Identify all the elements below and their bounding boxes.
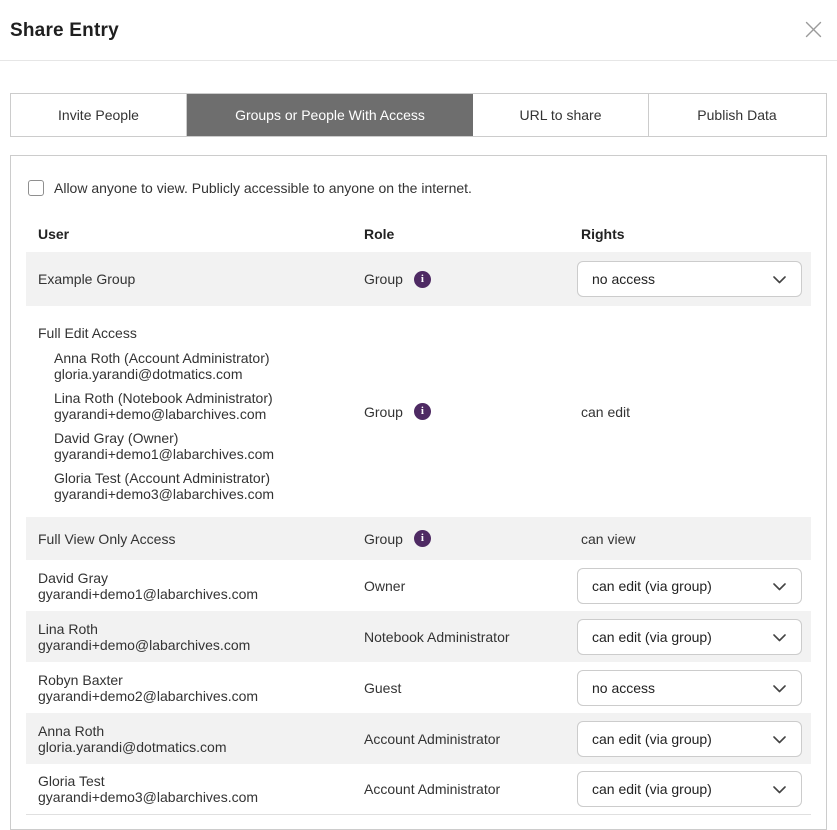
table-row: Gloria Test gyarandi+demo3@labarchives.c… bbox=[26, 764, 811, 815]
group-member: Gloria Test (Account Administrator) gyar… bbox=[54, 470, 356, 502]
user-email: gyarandi+demo3@labarchives.com bbox=[38, 789, 259, 805]
member-email: gyarandi+demo@labarchives.com bbox=[54, 406, 267, 422]
rights-select-value: no access bbox=[592, 271, 656, 287]
member-name: Lina Roth (Notebook Administrator) bbox=[54, 390, 273, 406]
role-label: Group bbox=[364, 403, 403, 420]
user-name: Anna Roth bbox=[38, 722, 105, 739]
member-name: David Gray (Owner) bbox=[54, 430, 179, 446]
group-member: Anna Roth (Account Administrator) gloria… bbox=[54, 350, 356, 382]
group-name: Full Edit Access bbox=[38, 325, 137, 341]
column-header-user: User bbox=[38, 226, 70, 242]
close-icon bbox=[805, 21, 822, 41]
rights-select-value: can edit (via group) bbox=[592, 730, 712, 747]
group-member: David Gray (Owner) gyarandi+demo1@labarc… bbox=[54, 430, 356, 462]
table-row: Lina Roth gyarandi+demo@labarchives.com … bbox=[26, 611, 811, 662]
tab-invite-people[interactable]: Invite People bbox=[11, 94, 187, 136]
rights-select-value: can edit (via group) bbox=[592, 628, 712, 645]
rights-select-value: can edit (via group) bbox=[592, 781, 712, 797]
share-tabs: Invite People Groups or People With Acce… bbox=[10, 93, 827, 137]
rights-select[interactable]: can edit (via group) bbox=[577, 618, 802, 655]
rights-select[interactable]: no access bbox=[577, 669, 802, 706]
info-icon[interactable]: i bbox=[413, 403, 431, 420]
role-label: Account Administrator bbox=[364, 781, 501, 797]
role-label: Account Administrator bbox=[364, 730, 501, 747]
rights-select[interactable]: can edit (via group) bbox=[577, 771, 802, 807]
chevron-down-icon bbox=[773, 781, 786, 797]
table-row: Full View Only Access Group i can view bbox=[26, 517, 811, 560]
chevron-down-icon bbox=[773, 578, 786, 594]
tab-groups-or-people-with-access[interactable]: Groups or People With Access bbox=[187, 94, 473, 136]
rights-select-value: no access bbox=[592, 679, 656, 696]
rights-select[interactable]: no access bbox=[577, 261, 802, 297]
role-label: Group bbox=[364, 530, 403, 547]
user-email: gyarandi+demo2@labarchives.com bbox=[38, 687, 259, 704]
table-row: Example Group Group i no access bbox=[26, 252, 811, 306]
user-name: David Gray bbox=[38, 569, 109, 586]
rights-select-value: can edit (via group) bbox=[592, 577, 712, 594]
tab-publish-data[interactable]: Publish Data bbox=[649, 94, 825, 136]
rights-select[interactable]: can edit (via group) bbox=[577, 567, 802, 604]
table-header-row: User Role Rights bbox=[26, 222, 811, 252]
user-name: Lina Roth bbox=[38, 620, 98, 637]
column-header-role: Role bbox=[364, 226, 395, 242]
group-member: Lina Roth (Notebook Administrator) gyara… bbox=[54, 390, 356, 422]
chevron-down-icon bbox=[773, 271, 786, 287]
chevron-down-icon bbox=[773, 731, 786, 747]
chevron-down-icon bbox=[773, 680, 786, 696]
member-email: gyarandi+demo3@labarchives.com bbox=[54, 486, 275, 502]
user-email: gyarandi+demo1@labarchives.com bbox=[38, 585, 259, 602]
member-name: Anna Roth (Account Administrator) bbox=[54, 350, 270, 366]
info-icon[interactable]: i bbox=[413, 530, 431, 547]
table-row: Anna Roth gloria.yarandi@dotmatics.com A… bbox=[26, 713, 811, 764]
rights-label: can view bbox=[581, 530, 636, 547]
member-name: Gloria Test (Account Administrator) bbox=[54, 470, 271, 486]
role-label: Group bbox=[364, 271, 403, 287]
dialog-title: Share Entry bbox=[10, 20, 119, 41]
user-name: Robyn Baxter bbox=[38, 671, 123, 688]
role-label: Owner bbox=[364, 577, 406, 594]
access-panel: Allow anyone to view. Publicly accessibl… bbox=[10, 155, 827, 830]
role-label: Guest bbox=[364, 679, 402, 696]
table-row: Robyn Baxter gyarandi+demo2@labarchives.… bbox=[26, 662, 811, 713]
tab-url-to-share[interactable]: URL to share bbox=[473, 94, 649, 136]
chevron-down-icon bbox=[773, 629, 786, 645]
user-email: gloria.yarandi@dotmatics.com bbox=[38, 738, 227, 755]
allow-anyone-label: Allow anyone to view. Publicly accessibl… bbox=[54, 180, 472, 196]
rights-select[interactable]: can edit (via group) bbox=[577, 720, 802, 757]
user-email: gyarandi+demo@labarchives.com bbox=[38, 636, 251, 653]
rights-label: can edit bbox=[581, 403, 631, 420]
group-name: Example Group bbox=[38, 271, 136, 287]
column-header-rights: Rights bbox=[581, 226, 625, 242]
user-name: Gloria Test bbox=[38, 773, 105, 789]
group-name: Full View Only Access bbox=[38, 530, 176, 547]
member-email: gyarandi+demo1@labarchives.com bbox=[54, 446, 275, 462]
close-button[interactable] bbox=[803, 21, 823, 41]
allow-anyone-checkbox[interactable] bbox=[28, 180, 44, 196]
info-icon[interactable]: i bbox=[413, 270, 431, 288]
dialog-header: Share Entry bbox=[0, 0, 837, 61]
table-row: Full Edit Access Anna Roth (Account Admi… bbox=[26, 306, 811, 517]
public-access-row: Allow anyone to view. Publicly accessibl… bbox=[28, 180, 811, 196]
table-row: David Gray gyarandi+demo1@labarchives.co… bbox=[26, 560, 811, 611]
member-email: gloria.yarandi@dotmatics.com bbox=[54, 366, 243, 382]
role-label: Notebook Administrator bbox=[364, 628, 510, 645]
